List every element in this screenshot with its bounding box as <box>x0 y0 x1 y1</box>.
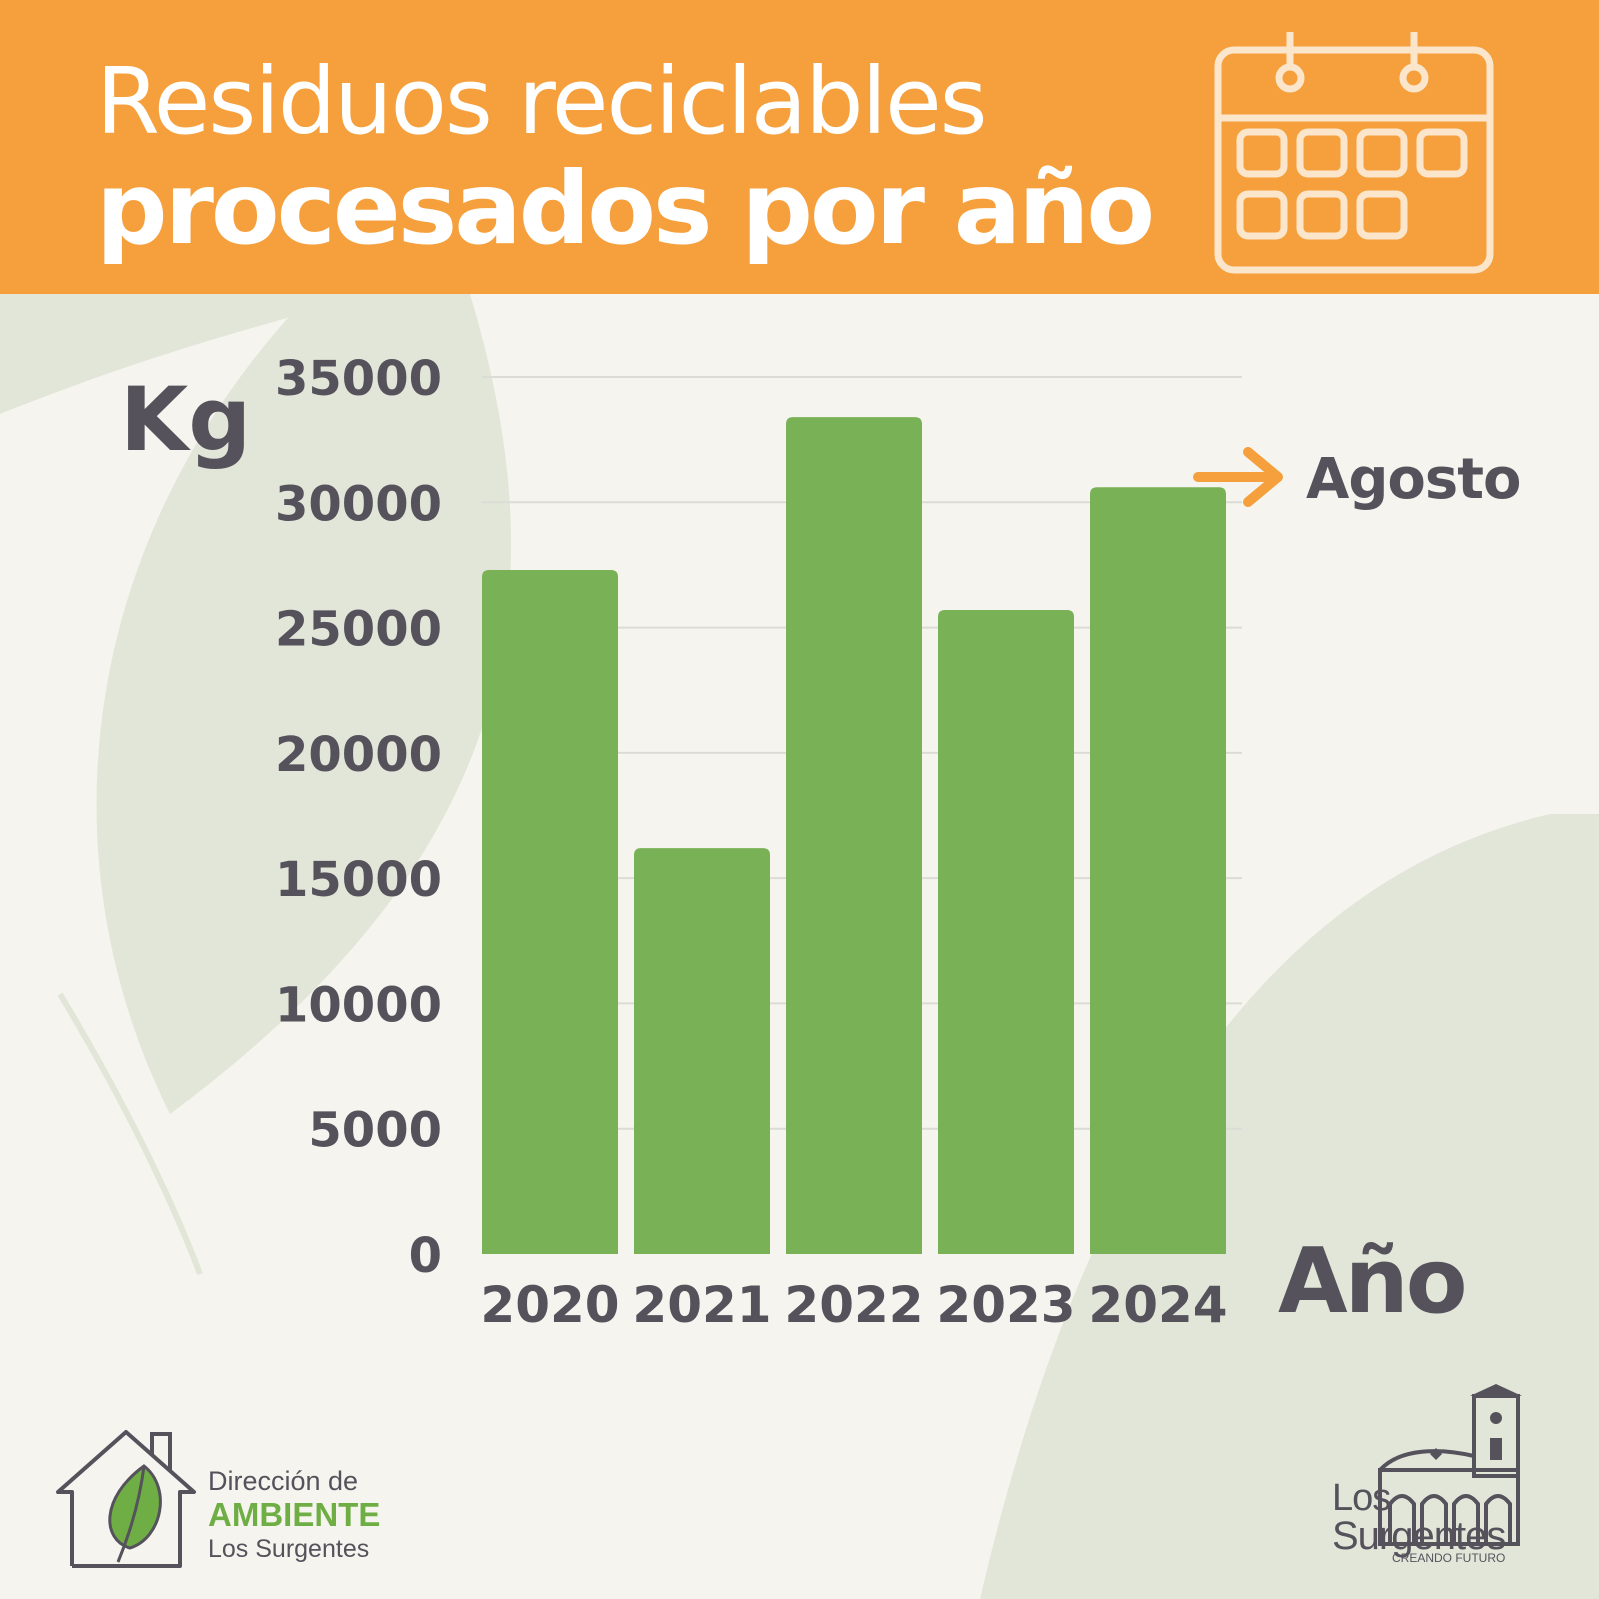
y-tick-label: 35000 <box>275 351 442 407</box>
bar-2022 <box>786 417 922 1254</box>
x-axis-label: Año <box>1278 1229 1465 1334</box>
y-tick-label: 20000 <box>275 727 442 783</box>
logo-los: Los <box>1332 1477 1391 1519</box>
title-line2: procesados por año <box>96 150 1155 267</box>
y-axis-label: Kg <box>120 368 251 471</box>
x-tick-label: 2020 <box>480 1276 619 1334</box>
x-tick-label: 2022 <box>784 1276 923 1334</box>
bar-2020 <box>482 569 618 1254</box>
logo-line2: AMBIENTE <box>208 1496 381 1533</box>
x-tick-label: 2021 <box>632 1276 771 1334</box>
annotation-agosto: Agosto <box>1193 447 1521 512</box>
annotation-label: Agosto <box>1306 447 1520 512</box>
y-tick-label: 15000 <box>275 852 442 908</box>
calendar-icon <box>1214 32 1494 274</box>
y-tick-label: 30000 <box>275 476 442 532</box>
bar-2021 <box>634 848 770 1254</box>
y-tick-labels: 0 5000 10000 15000 20000 25000 30000 35000 <box>275 351 442 1284</box>
los-surgentes-logo-text: Los Surgentes CREANDO FUTURO <box>1332 1477 1506 1565</box>
x-tick-labels: 2020 2021 2022 2023 2024 <box>480 1276 1227 1334</box>
logo-surgentes: Surgentes <box>1332 1514 1506 1558</box>
background-leaves <box>0 294 1599 1599</box>
church-icon <box>1378 1384 1522 1546</box>
ambiente-logo-text: Dirección de AMBIENTE Los Surgentes <box>208 1465 380 1565</box>
y-tick-label: 10000 <box>275 977 442 1033</box>
x-tick-label: 2023 <box>936 1276 1075 1334</box>
y-tick-label: 5000 <box>308 1103 442 1159</box>
bar-2023 <box>938 610 1074 1254</box>
x-tick-label: 2024 <box>1088 1276 1227 1334</box>
bars <box>482 417 1226 1254</box>
y-tick-label: 0 <box>409 1228 442 1284</box>
header-banner: Residuos reciclables procesados por año <box>0 0 1599 294</box>
y-tick-label: 25000 <box>275 602 442 658</box>
logo-tagline: CREANDO FUTURO <box>1392 1551 1506 1565</box>
house-leaf-icon <box>56 1430 196 1568</box>
logo-line1: Dirección de <box>208 1466 359 1496</box>
title-line1: Residuos reciclables <box>96 48 988 155</box>
arrow-head-icon <box>1243 447 1283 507</box>
bar-2024 <box>1090 487 1226 1254</box>
logo-line3: Los Surgentes <box>208 1535 370 1563</box>
